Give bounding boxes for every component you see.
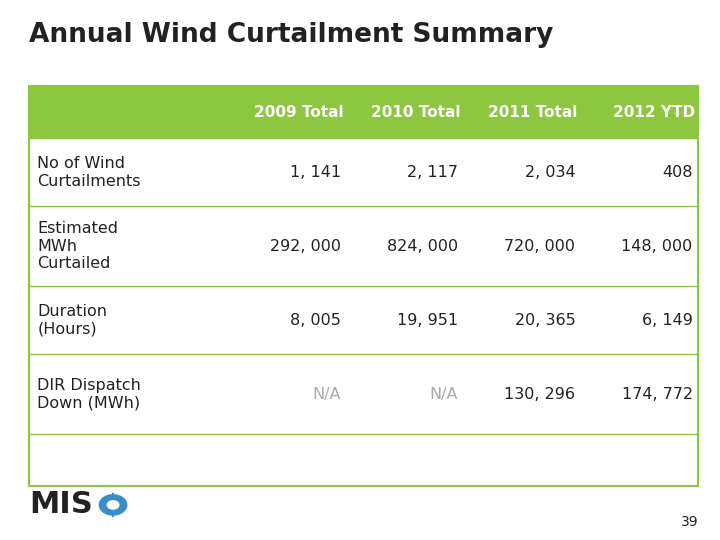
Text: 130, 296: 130, 296 [505,387,575,402]
Text: 1, 141: 1, 141 [290,165,341,180]
Text: Estimated
MWh
Curtailed: Estimated MWh Curtailed [37,221,118,271]
Text: 2012 YTD: 2012 YTD [613,105,695,120]
Text: 19, 951: 19, 951 [397,313,458,328]
Text: 174, 772: 174, 772 [621,387,693,402]
Text: 2009 Total: 2009 Total [253,105,343,120]
Text: N/A: N/A [430,387,458,402]
Text: 292, 000: 292, 000 [270,239,341,254]
Text: DIR Dispatch
Down (MWh): DIR Dispatch Down (MWh) [37,378,141,410]
Text: 20, 365: 20, 365 [515,313,575,328]
Text: 2010 Total: 2010 Total [371,105,460,120]
Text: 39: 39 [681,515,698,529]
Text: 408: 408 [662,165,693,180]
Bar [29,86,698,138]
Text: 2, 117: 2, 117 [408,165,458,180]
Text: Duration
(Hours): Duration (Hours) [37,304,107,336]
Circle shape [99,494,127,516]
Text: 720, 000: 720, 000 [505,239,575,254]
Text: 2, 034: 2, 034 [525,165,575,180]
Text: 148, 000: 148, 000 [621,239,693,254]
Text: 6, 149: 6, 149 [642,313,693,328]
Text: MIS: MIS [29,490,93,519]
Text: No of Wind
Curtailments: No of Wind Curtailments [37,156,141,188]
Text: 824, 000: 824, 000 [387,239,458,254]
Text: N/A: N/A [312,387,341,402]
Text: 2011 Total: 2011 Total [488,105,577,120]
Text: 8, 005: 8, 005 [290,313,341,328]
Circle shape [107,500,120,510]
Text: Annual Wind Curtailment Summary: Annual Wind Curtailment Summary [29,22,553,48]
